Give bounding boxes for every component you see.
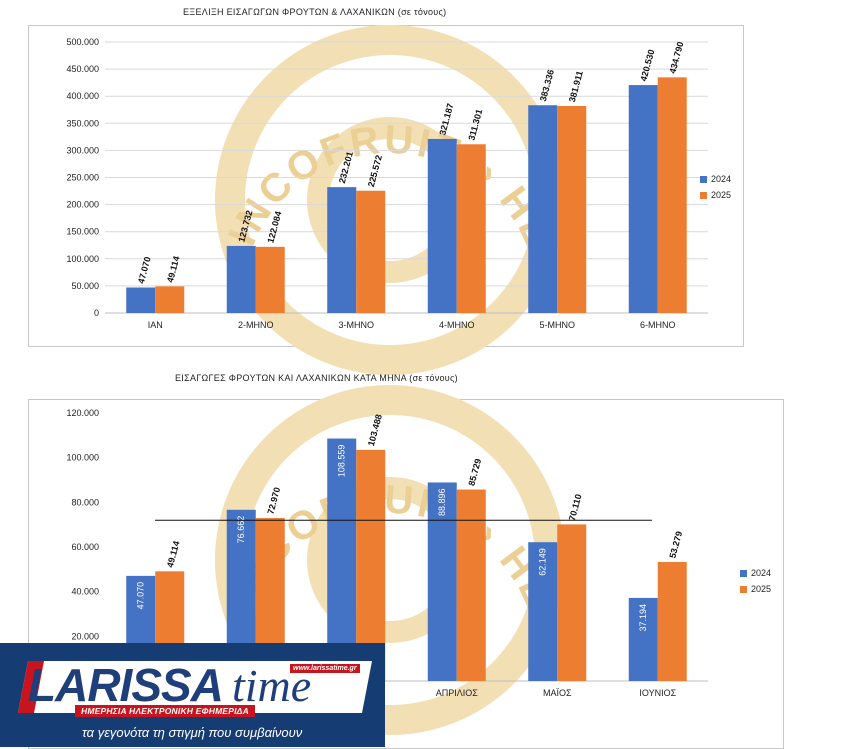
data-label-2024: 47.070: [136, 582, 146, 610]
data-label-2024: 108.559: [337, 445, 347, 478]
bar-2024: [226, 245, 256, 313]
bar-2025: [657, 77, 687, 314]
category-label: ΜΑΪΟΣ: [543, 688, 572, 698]
legend-label-2024: 2024: [751, 568, 771, 578]
bar-2024: [327, 438, 357, 681]
data-label-2024: 37.194: [638, 604, 648, 632]
y-tick-label: 80.000: [71, 497, 99, 507]
bar-2025: [456, 144, 486, 313]
category-label: 3-ΜΗΝΟ: [339, 320, 375, 330]
category-label: 2-ΜΗΝΟ: [238, 320, 274, 330]
data-label-2025: 53.279: [667, 530, 684, 559]
y-tick-label: 300.000: [66, 145, 99, 155]
y-tick-label: 60.000: [71, 542, 99, 552]
data-label-2024: 76.662: [236, 516, 246, 544]
legend-label-2025: 2025: [751, 584, 771, 594]
legend-swatch-2024: [700, 176, 707, 183]
bar-2025: [557, 524, 587, 681]
legend-swatch-2024: [740, 570, 747, 577]
larissatime-banner[interactable]: LARISSA time www.larissatime.gr ΗΜΕΡΗΣΙΑ…: [0, 643, 385, 747]
bar-2024: [628, 597, 658, 681]
banner-subtitle: ΗΜΕΡΗΣΙΑ ΗΛΕΚΤΡΟΝΙΚΗ ΕΦΗΜΕΡΙΔΑ: [75, 705, 255, 717]
y-tick-label: 500.000: [66, 37, 99, 47]
bar-2024: [327, 187, 357, 313]
y-tick-label: 150.000: [66, 227, 99, 237]
category-label: 4-ΜΗΝΟ: [439, 320, 475, 330]
y-tick-label: 120.000: [66, 408, 99, 418]
legend-label-2025: 2025: [711, 190, 731, 200]
y-tick-label: 450.000: [66, 64, 99, 74]
category-label: ΑΠΡΙΛΙΟΣ: [436, 688, 479, 698]
chart-1-title: ΕΞΕΛΙΞΗ ΕΙΣΑΓΩΓΩΝ ΦΡΟΥΤΩΝ & ΛΑΧΑΝΙΚΩΝ (σ…: [183, 7, 447, 17]
bar-2025: [557, 106, 587, 313]
bar-2025: [657, 562, 687, 681]
y-tick-label: 250.000: [66, 173, 99, 183]
data-label-2025: 49.114: [165, 540, 182, 569]
bar-2025: [356, 449, 386, 681]
y-tick-label: 200.000: [66, 200, 99, 210]
data-label-2025: 103.488: [366, 413, 384, 447]
chart-2-title: ΕΙΣΑΓΩΓΕΣ ΦΡΟΥΤΩΝ ΚΑΙ ΛΑΧΑΝΙΚΩΝ ΚΑΤΑ ΜΗΝ…: [175, 373, 458, 383]
bar-2025: [456, 489, 486, 681]
category-label: 5-ΜΗΝΟ: [540, 320, 576, 330]
y-tick-label: 40.000: [71, 587, 99, 597]
category-label: 6-ΜΗΝΟ: [640, 320, 676, 330]
y-tick-label: 400.000: [66, 91, 99, 101]
bar-2025: [255, 246, 285, 313]
legend-label-2024: 2024: [711, 174, 731, 184]
data-label-2025: 85.729: [466, 458, 483, 487]
y-tick-label: 100.000: [66, 254, 99, 264]
bar-2024: [528, 542, 558, 681]
banner-logo-shape: [18, 661, 372, 713]
banner-brand-larissa: LARISSA: [28, 659, 224, 711]
y-tick-label: 350.000: [66, 118, 99, 128]
bar-2024: [528, 105, 558, 313]
y-tick-label: 20.000: [71, 631, 99, 641]
bar-2024: [628, 85, 658, 313]
data-label-2024: 88.896: [437, 488, 447, 516]
y-tick-label: 0: [94, 308, 99, 318]
data-label-2024: 62.149: [538, 548, 548, 576]
legend-swatch-2025: [740, 586, 747, 593]
y-tick-label: 50.000: [71, 281, 99, 291]
data-label-2025: 72.970: [265, 486, 282, 515]
category-label: ΙΑΝ: [148, 320, 163, 330]
bar-2024: [427, 138, 457, 313]
bar-2025: [155, 286, 185, 313]
category-label: ΙΟΥΝΙΟΣ: [639, 688, 676, 698]
data-label-2025: 70.110: [567, 493, 584, 522]
bar-2025: [356, 190, 386, 313]
y-tick-label: 100.000: [66, 453, 99, 463]
bar-2024: [126, 287, 156, 313]
banner-url[interactable]: www.larissatime.gr: [290, 664, 360, 673]
bar-2024: [427, 482, 457, 681]
legend-swatch-2025: [700, 192, 707, 199]
banner-tagline: τα γεγονότα τη στιγμή που συμβαίνουν: [82, 725, 303, 740]
